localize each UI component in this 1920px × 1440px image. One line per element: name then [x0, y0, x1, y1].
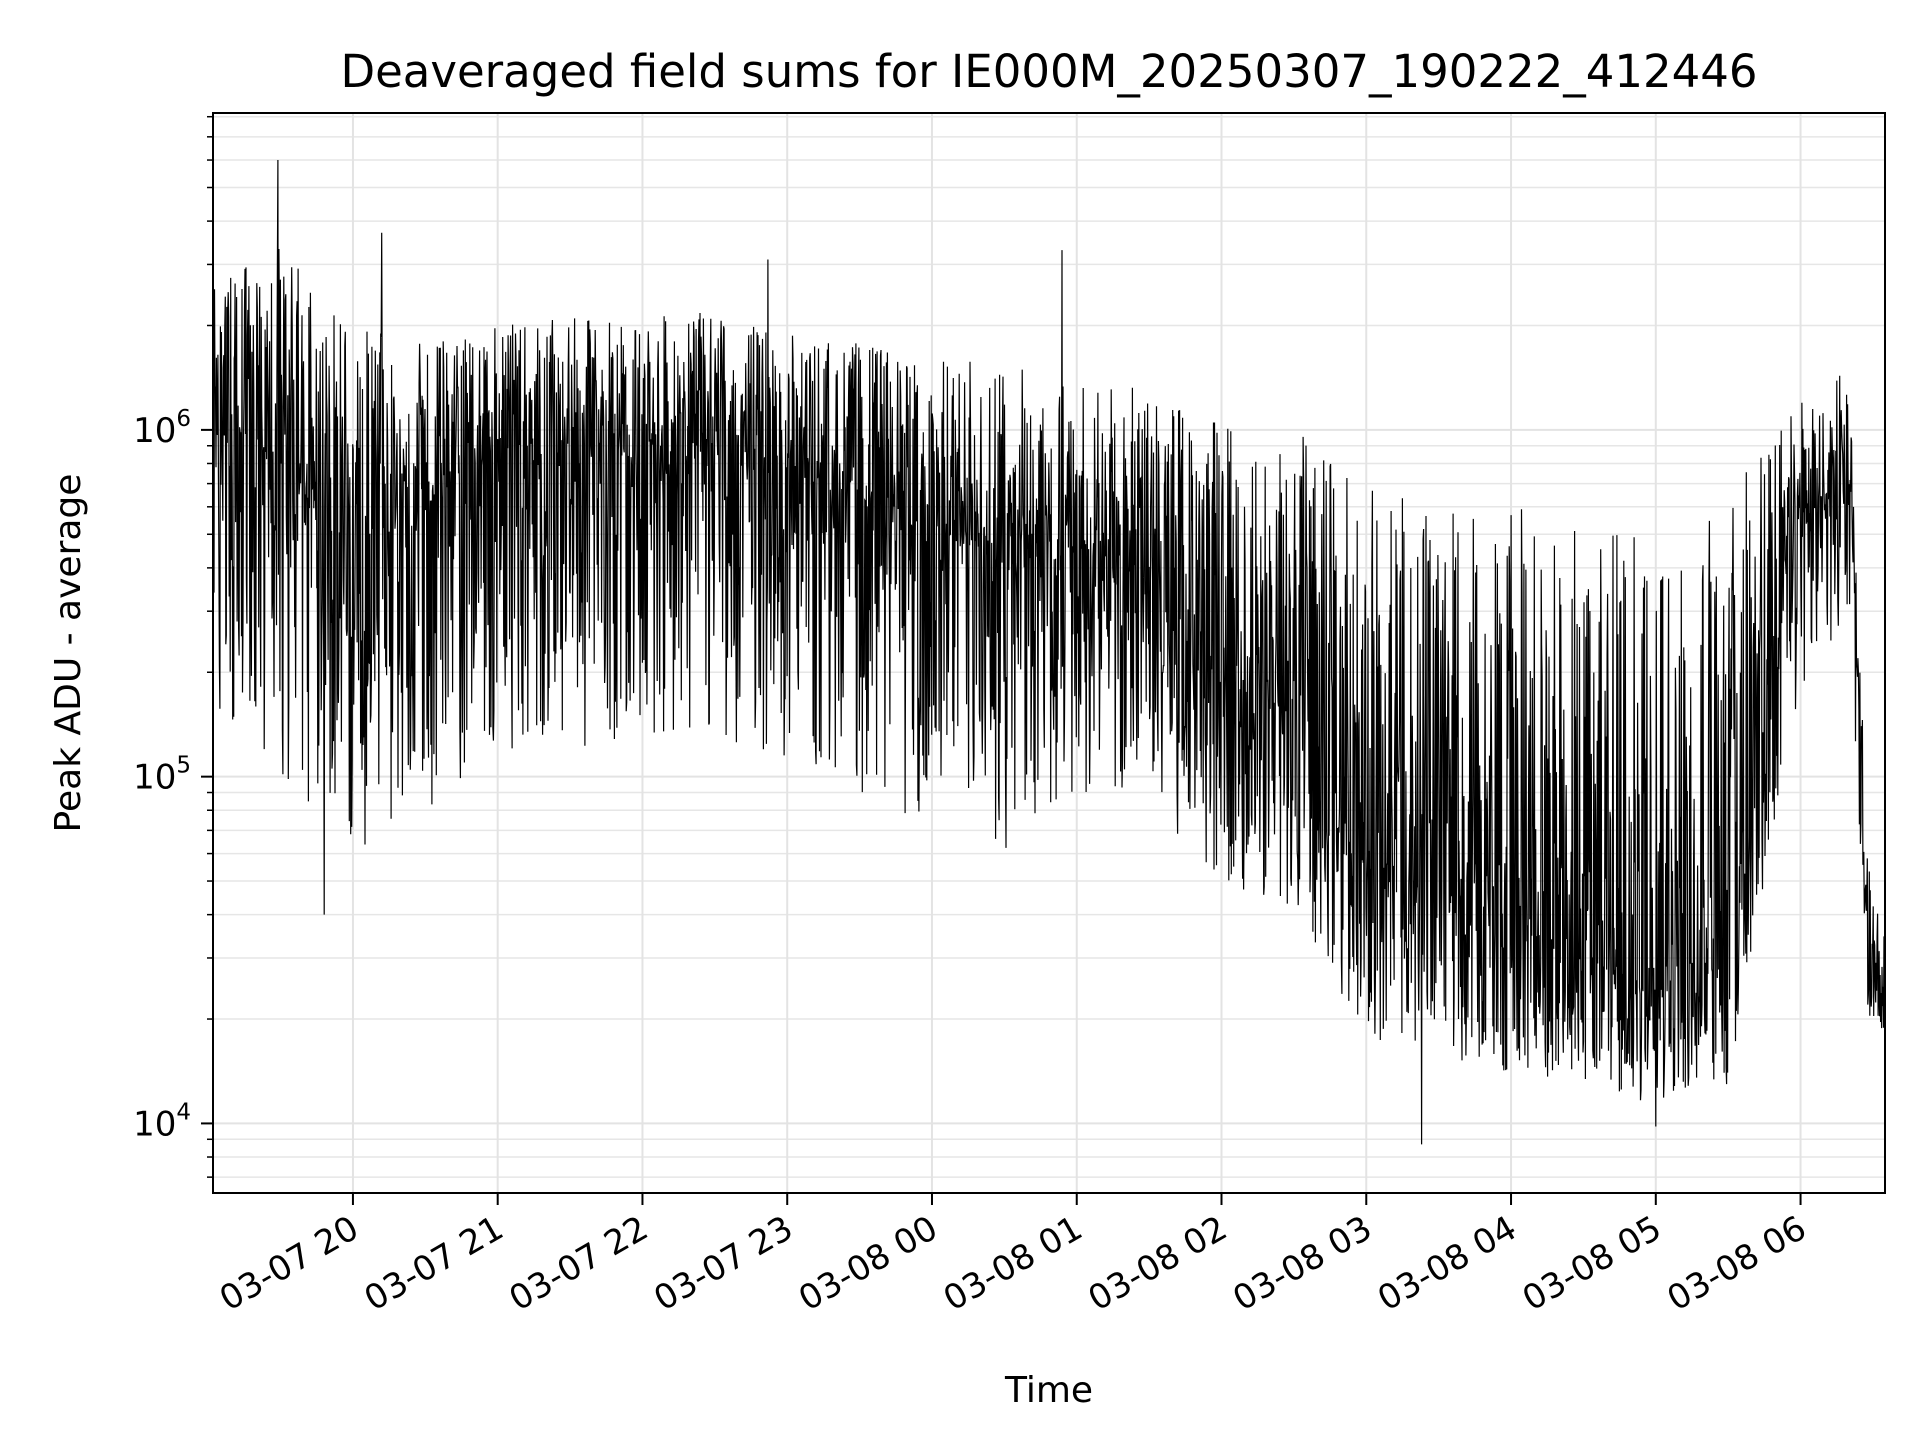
y-tick-label: 106 — [133, 406, 191, 451]
chart-title: Deaveraged field sums for IE000M_2025030… — [340, 45, 1757, 98]
y-axis: 104 105 106 — [133, 115, 213, 1178]
data-series-line — [213, 159, 1885, 1145]
x-axis-label: Time — [1004, 1370, 1093, 1411]
y-axis-label: Peak ADU - average — [48, 474, 89, 833]
y-tick-label: 104 — [133, 1099, 191, 1144]
plot-frame — [212, 112, 1886, 1194]
y-tick-label: 105 — [133, 753, 191, 798]
